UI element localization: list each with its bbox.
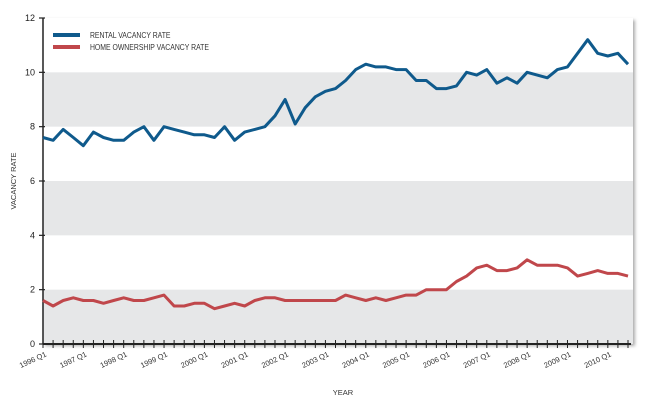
- x-tick-label: 1999 Q1: [139, 350, 169, 370]
- x-tick-label: 2002 Q1: [260, 350, 290, 370]
- x-tick-label: 2008 Q1: [502, 350, 532, 370]
- y-tick-label: 0: [30, 339, 35, 349]
- legend-label-rental: RENTAL VACANCY RATE: [90, 30, 171, 40]
- legend-label-home-ownership: HOME OWNERSHIP VACANCY RATE: [90, 42, 209, 52]
- x-tick-label: 2001 Q1: [220, 350, 250, 370]
- x-axis-label: YEAR: [333, 388, 354, 397]
- x-tick-label: 2007 Q1: [462, 350, 492, 370]
- x-tick-label: 2005 Q1: [381, 350, 411, 370]
- x-tick-label: 1997 Q1: [58, 350, 88, 370]
- grid-band: [43, 72, 633, 126]
- y-axis-label: VACANCY RATE: [9, 152, 18, 209]
- y-tick-label: 4: [30, 230, 35, 240]
- x-tick-label: 1996 Q1: [18, 350, 48, 370]
- x-tick-label: 2010 Q1: [583, 350, 613, 370]
- x-tick-label: 2004 Q1: [341, 350, 371, 370]
- x-tick-label: 2006 Q1: [421, 350, 451, 370]
- x-tick-label: 2003 Q1: [300, 350, 330, 370]
- y-tick-label: 2: [30, 285, 35, 295]
- x-tick-label: 2009 Q1: [542, 350, 572, 370]
- y-tick-label: 12: [25, 13, 35, 23]
- grid-band: [43, 181, 633, 235]
- x-tick-label: 1998 Q1: [99, 350, 129, 370]
- y-tick-label: 6: [30, 176, 35, 186]
- y-tick-label: 8: [30, 122, 35, 132]
- y-tick-label: 10: [25, 67, 35, 77]
- x-tick-label: 2000 Q1: [179, 350, 209, 370]
